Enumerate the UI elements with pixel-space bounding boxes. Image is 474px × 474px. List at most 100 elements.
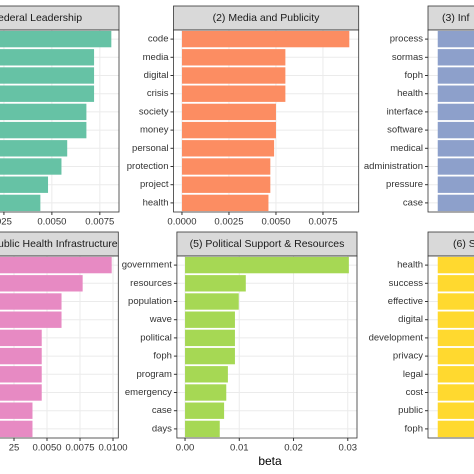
y-tick-label: health (397, 88, 423, 99)
x-tick-label: 0.0050 (32, 443, 61, 454)
bar (437, 402, 474, 419)
bar (181, 103, 276, 121)
y-tick-label: administration (364, 161, 423, 172)
y-tick-label: resources (130, 278, 172, 289)
y-tick-label: society (139, 106, 169, 117)
x-tick-label: 0.0025 (214, 217, 243, 228)
bar (437, 67, 474, 84)
bar (0, 402, 33, 419)
y-tick-label: foph (405, 70, 424, 81)
bar (185, 256, 349, 274)
y-tick-label: development (369, 332, 424, 343)
y-tick-label: digital (398, 314, 423, 325)
bar (0, 194, 41, 212)
strip (176, 231, 358, 257)
panel-title: ublic Health Infrastructure (0, 238, 118, 250)
bar (185, 420, 220, 438)
y-tick-label: software (387, 125, 423, 136)
bar (437, 30, 474, 48)
bar (185, 293, 239, 310)
bar (181, 194, 269, 212)
bar (181, 140, 275, 157)
panel-border (0, 29, 120, 213)
panel-border (0, 255, 119, 439)
bar (181, 85, 286, 102)
y-tick-label: public (398, 405, 423, 416)
y-tick-label: political (140, 332, 172, 343)
strip (173, 5, 360, 31)
y-tick-label: interface (387, 106, 423, 117)
bar (185, 329, 235, 347)
bar (185, 366, 228, 383)
y-tick-label: health (143, 197, 169, 208)
bar (437, 347, 474, 365)
y-tick-label: population (128, 296, 172, 307)
bar (181, 30, 350, 48)
panel-title: (3) Inf (442, 12, 470, 24)
bar (0, 49, 95, 66)
y-tick-label: medical (390, 143, 423, 154)
y-tick-label: program (137, 369, 172, 380)
bar (0, 121, 87, 139)
bar (0, 329, 42, 347)
y-tick-label: case (152, 405, 172, 416)
strip (0, 231, 119, 257)
bar (0, 158, 62, 175)
x-tick-label: 0.02 (284, 443, 303, 454)
bar (185, 275, 246, 292)
x-tick-label: 025 (0, 217, 12, 228)
bar (185, 347, 235, 365)
panel-border (176, 255, 358, 439)
bar (437, 49, 474, 66)
x-tick-label: 0.0075 (65, 443, 94, 454)
bar (0, 256, 112, 274)
bar (181, 67, 286, 84)
panel-title: (5) Political Support & Resources (190, 238, 345, 250)
x-tick-label: 0.0100 (98, 443, 127, 454)
y-tick-label: emergency (125, 387, 172, 398)
panel-border (427, 29, 474, 213)
x-tick-label: 0.0075 (308, 217, 337, 228)
bar (437, 311, 474, 328)
y-tick-label: government (122, 260, 173, 271)
bar (181, 121, 276, 139)
x-tick-label: 0.01 (230, 443, 249, 454)
x-tick-label: 0.0050 (261, 217, 290, 228)
bar (437, 275, 474, 292)
bar (437, 194, 474, 212)
y-tick-label: wave (149, 314, 172, 325)
y-tick-label: foph (405, 423, 424, 434)
bar (437, 140, 474, 157)
y-tick-label: code (148, 34, 169, 45)
x-tick-label: 0.0050 (37, 217, 66, 228)
bar (437, 420, 474, 438)
y-tick-label: days (152, 423, 172, 434)
strip (427, 5, 474, 31)
panel-title: (2) Media and Publicity (213, 12, 321, 24)
bar (437, 158, 474, 175)
x-tick-label: 0.03 (339, 443, 358, 454)
y-tick-label: effective (388, 296, 423, 307)
panel-title: (6) S (453, 238, 474, 250)
strip (0, 5, 120, 31)
bar (185, 402, 225, 419)
x-tick-label: 25 (9, 443, 20, 454)
bar (0, 293, 62, 310)
bar (181, 49, 286, 66)
y-tick-label: legal (403, 369, 423, 380)
bar (185, 384, 227, 401)
x-tick-label: 0.00 (176, 443, 195, 454)
y-tick-label: privacy (393, 351, 423, 362)
bar (0, 140, 68, 157)
bar (0, 366, 42, 383)
bar (0, 275, 83, 292)
y-tick-label: process (390, 34, 424, 45)
bar (0, 311, 62, 328)
y-tick-label: media (143, 52, 170, 63)
bar (0, 67, 95, 84)
y-tick-label: project (140, 179, 169, 190)
y-tick-label: foph (153, 351, 172, 362)
y-tick-label: protection (127, 161, 169, 172)
bar (437, 85, 474, 102)
